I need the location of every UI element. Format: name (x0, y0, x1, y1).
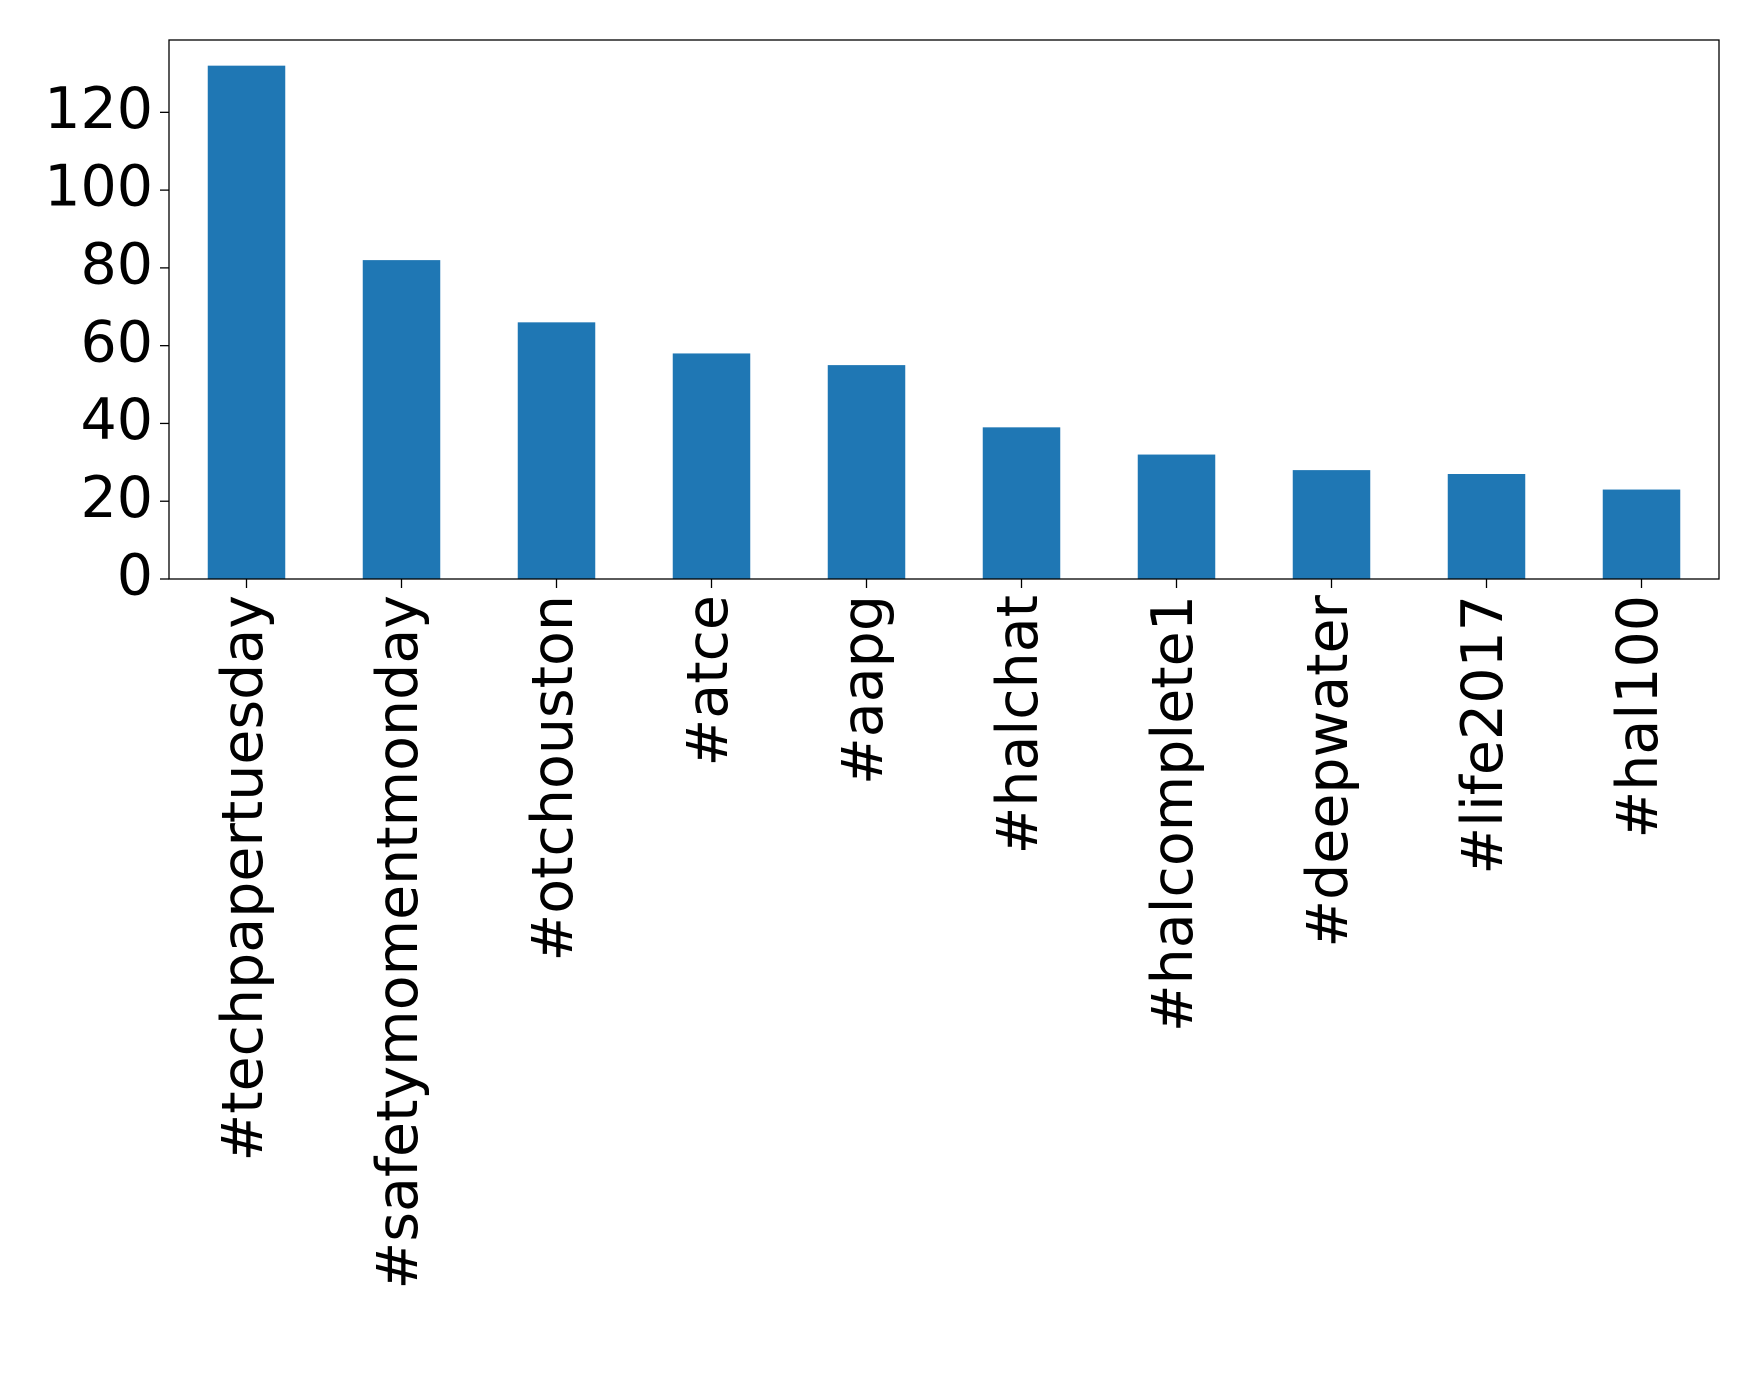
bar (827, 365, 906, 579)
x-tick-label: #hal100 (1605, 595, 1671, 838)
bar (207, 65, 286, 579)
y-tick-label: 40 (80, 387, 153, 453)
bar (517, 322, 596, 579)
bar (1137, 454, 1216, 579)
x-tick-label: #life2017 (1450, 595, 1516, 875)
x-tick-label: #otchouston (520, 595, 586, 962)
x-tick-label: #techpapertuesday (210, 595, 276, 1162)
x-tick-label: #aapg (830, 595, 896, 785)
x-tick-label: #halcomplete1 (1140, 595, 1206, 1032)
y-tick-label: 100 (44, 154, 153, 220)
y-tick-label: 20 (80, 465, 153, 531)
x-tick-label: #safetymomentmonday (365, 595, 431, 1289)
x-tick-label: #deepwater (1295, 594, 1361, 947)
bar (1602, 489, 1681, 579)
x-tick-label: #atce (675, 595, 741, 766)
bar (1447, 474, 1526, 579)
plot-frame (168, 39, 1720, 580)
y-tick-label: 0 (117, 543, 153, 609)
y-tick-label: 120 (44, 76, 153, 142)
y-tick-label: 80 (80, 232, 153, 298)
x-tick-label: #halchat (985, 595, 1051, 854)
y-tick-label: 60 (80, 309, 153, 375)
bar (982, 427, 1061, 579)
bar (1292, 470, 1371, 579)
bar (362, 260, 441, 579)
bar (672, 353, 751, 579)
